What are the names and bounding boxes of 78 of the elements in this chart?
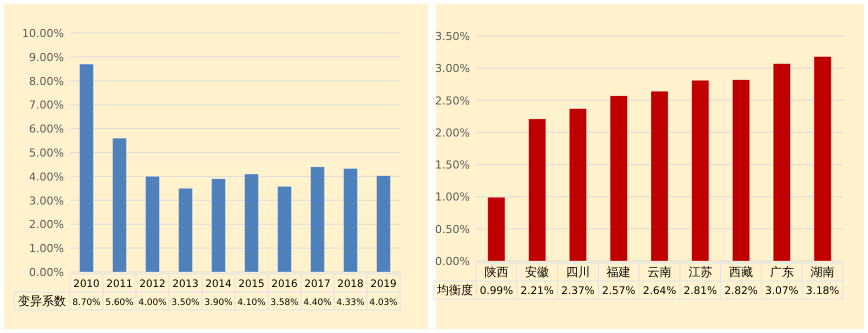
bar [178, 188, 193, 272]
data-label: 3.90% [204, 298, 233, 308]
data-label: 2.82% [724, 285, 758, 297]
data-label: 4.40% [303, 298, 332, 308]
data-label: 2.64% [642, 285, 676, 297]
y-tick-label: 7.00% [29, 98, 64, 112]
data-label: 0.99% [480, 285, 514, 297]
data-label: 2.21% [520, 285, 554, 297]
y-tick-label: 0.00% [29, 266, 64, 279]
bar [244, 174, 259, 272]
y-tick-label: 3.00% [29, 194, 64, 208]
data-label: 3.58% [270, 298, 299, 308]
x-tick-label: 2012 [139, 278, 166, 290]
y-tick-label: 4.00% [29, 170, 64, 184]
y-tick-label: 8.00% [29, 74, 64, 88]
x-tick-label: 陕西 [484, 265, 508, 279]
x-tick-label: 2010 [73, 278, 100, 290]
y-tick-label: 2.00% [435, 126, 470, 140]
x-tick-label: 福建 [606, 265, 631, 279]
y-tick-label: 6.00% [29, 122, 64, 136]
x-tick-label: 江苏 [688, 265, 712, 279]
data-label: 3.07% [765, 285, 799, 297]
data-label: 4.33% [336, 298, 365, 308]
y-tick-label: 0.00% [435, 255, 470, 268]
y-tick-label: 1.00% [435, 190, 470, 204]
bar [310, 166, 325, 272]
text: 均衡度 [436, 283, 473, 297]
x-tick-label: 2016 [271, 278, 298, 290]
data-label: 2.81% [684, 285, 717, 297]
x-tick-label: 2014 [205, 278, 232, 290]
y-tick-label: 3.50% [435, 30, 470, 43]
data-label: 4.10% [237, 298, 266, 308]
bar [814, 56, 832, 262]
data-label: 8.70% [72, 298, 101, 308]
bar [569, 108, 587, 262]
bar [343, 168, 358, 272]
x-tick-label: 广东 [770, 265, 794, 279]
x-tick-label: 2015 [238, 278, 265, 290]
bar [488, 197, 506, 262]
text: 变异系数 [18, 294, 66, 308]
y-tick-label: 3.00% [435, 62, 470, 76]
x-tick-label: 湖南 [810, 265, 835, 279]
data-label: 4.00% [138, 298, 167, 308]
bar [691, 80, 710, 262]
bar [528, 118, 546, 262]
y-tick-label: 2.00% [29, 218, 64, 232]
y-tick-label: 9.00% [29, 50, 64, 64]
x-tick-label: 西藏 [729, 265, 754, 279]
bar [376, 175, 391, 272]
data-label: 4.03% [369, 298, 398, 308]
x-tick-label: 2018 [337, 278, 364, 290]
y-tick-label: 5.00% [29, 146, 64, 160]
bar [610, 96, 628, 262]
data-label: 5.60% [105, 298, 134, 308]
data-label: 3.18% [806, 285, 840, 297]
data-label: 2.57% [602, 285, 636, 297]
data-label: 2.37% [561, 285, 595, 297]
y-tick-label: 10.00% [22, 27, 64, 40]
y-tick-label: 0.50% [435, 222, 470, 236]
bar [773, 63, 791, 262]
y-tick-label: 2.50% [435, 94, 470, 108]
bar [650, 91, 668, 262]
bar [211, 178, 226, 272]
bar [112, 138, 127, 272]
x-tick-label: 2019 [370, 278, 397, 290]
x-tick-label: 四川 [566, 265, 590, 279]
bar [732, 79, 750, 262]
data-label: 3.50% [171, 298, 200, 308]
x-tick-label: 云南 [648, 265, 672, 279]
y-tick-label: 1.00% [29, 242, 64, 256]
bar [145, 176, 160, 272]
bar [79, 64, 94, 272]
y-tick-label: 1.50% [435, 158, 470, 172]
bar [277, 186, 292, 272]
x-tick-label: 2011 [106, 278, 133, 290]
x-tick-label: 2013 [172, 278, 199, 290]
x-tick-label: 2017 [304, 278, 331, 290]
x-tick-label: 安徽 [525, 265, 550, 279]
